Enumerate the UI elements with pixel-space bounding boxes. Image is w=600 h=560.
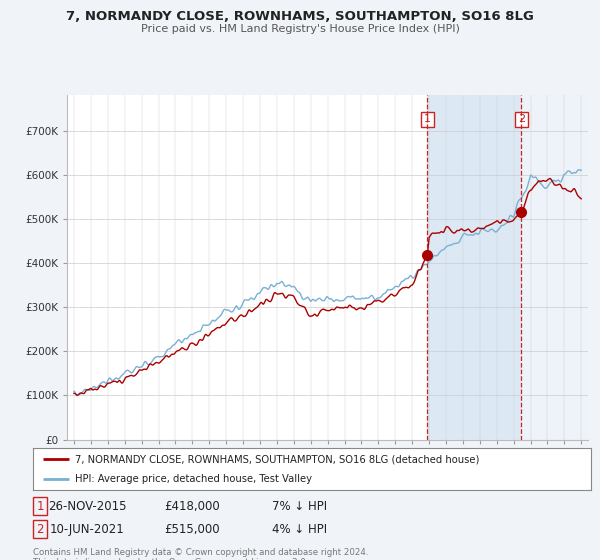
Text: HPI: Average price, detached house, Test Valley: HPI: Average price, detached house, Test…: [75, 474, 312, 484]
Text: 4% ↓ HPI: 4% ↓ HPI: [272, 522, 328, 536]
Text: 7, NORMANDY CLOSE, ROWNHAMS, SOUTHAMPTON, SO16 8LG: 7, NORMANDY CLOSE, ROWNHAMS, SOUTHAMPTON…: [66, 10, 534, 23]
Text: 2: 2: [37, 522, 44, 536]
Text: 2: 2: [518, 114, 525, 124]
Text: 10-JUN-2021: 10-JUN-2021: [50, 522, 124, 536]
Text: 1: 1: [424, 114, 431, 124]
Text: 26-NOV-2015: 26-NOV-2015: [48, 500, 126, 513]
Text: 7, NORMANDY CLOSE, ROWNHAMS, SOUTHAMPTON, SO16 8LG (detached house): 7, NORMANDY CLOSE, ROWNHAMS, SOUTHAMPTON…: [75, 454, 479, 464]
Text: 1: 1: [37, 500, 44, 513]
Text: 7% ↓ HPI: 7% ↓ HPI: [272, 500, 328, 513]
Bar: [427, 95, 521, 440]
Text: £418,000: £418,000: [164, 500, 220, 513]
Bar: [521, 95, 588, 440]
Text: Contains HM Land Registry data © Crown copyright and database right 2024.
This d: Contains HM Land Registry data © Crown c…: [33, 548, 368, 560]
Text: £515,000: £515,000: [164, 522, 220, 536]
Text: Price paid vs. HM Land Registry's House Price Index (HPI): Price paid vs. HM Land Registry's House …: [140, 24, 460, 34]
